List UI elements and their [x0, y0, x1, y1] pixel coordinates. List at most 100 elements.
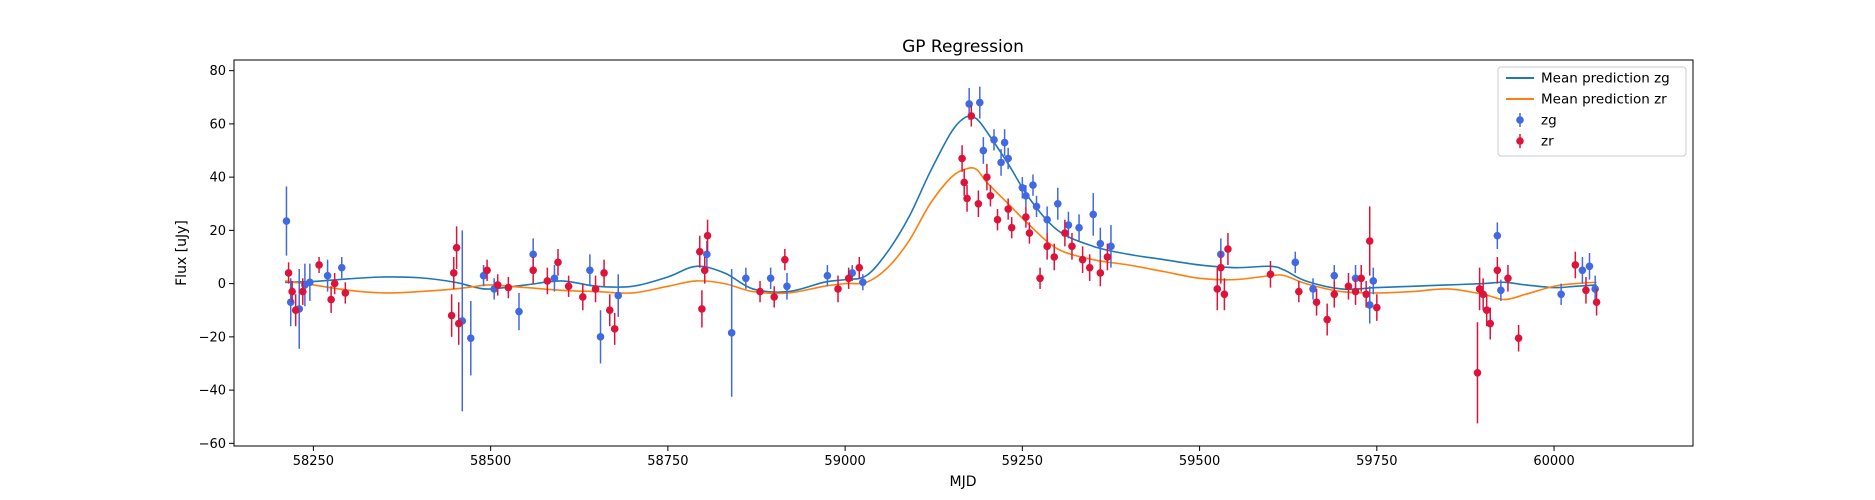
- x-tick-label-58750: 58750: [647, 454, 688, 469]
- legend-entry-0: Mean prediction zg: [1506, 71, 1670, 87]
- marker: [306, 278, 314, 287]
- marker: [1291, 258, 1300, 267]
- x-tick-label-58250: 58250: [293, 454, 334, 469]
- marker: [1036, 274, 1044, 283]
- marker: [1007, 223, 1016, 232]
- marker: [1018, 183, 1027, 192]
- marker: [1022, 191, 1030, 200]
- x-tick-label-60000: 60000: [1533, 454, 1574, 469]
- marker: [564, 282, 573, 291]
- data-point-zr-32: [844, 267, 853, 289]
- data-point-zg-14: [586, 254, 594, 287]
- data-point-zg-34: [1029, 174, 1037, 196]
- marker: [282, 217, 291, 225]
- marker: [986, 191, 995, 200]
- data-point-zr-21: [600, 259, 608, 287]
- data-point-zg-55: [1591, 275, 1599, 303]
- data-point-zr-66: [1357, 264, 1366, 292]
- legend-marker-swatch: [1516, 116, 1524, 124]
- marker: [1351, 287, 1360, 296]
- data-point-zr-31: [834, 275, 842, 303]
- data-point-zr-50: [1068, 233, 1076, 260]
- legend-entry-1: Mean prediction zr: [1506, 92, 1667, 108]
- data-point-zr-64: [1344, 272, 1353, 300]
- x-tick-label-59250: 59250: [1002, 454, 1043, 469]
- data-point-zr-14: [504, 276, 513, 299]
- axes: 58250 58500 58750 59000 59250 59500 59750 60000…: [199, 64, 1575, 469]
- marker: [1061, 229, 1069, 237]
- data-point-zr-40: [986, 185, 995, 207]
- data-point-zg-41: [1096, 227, 1105, 260]
- marker: [1357, 274, 1366, 283]
- y-tick-label--40: −40: [199, 384, 226, 399]
- marker: [781, 255, 789, 264]
- data-point-zr-34: [958, 145, 966, 172]
- data-point-zr-28: [756, 280, 764, 303]
- marker: [596, 333, 605, 341]
- data-point-zr-38: [974, 190, 983, 218]
- data-point-zg-19: [742, 267, 750, 289]
- data-point-zr-35: [960, 169, 969, 196]
- marker: [1217, 263, 1225, 272]
- data-point-zg-50: [1493, 222, 1502, 250]
- marker: [1365, 237, 1374, 245]
- data-point-zr-62: [1323, 303, 1331, 336]
- marker: [1514, 334, 1523, 342]
- marker: [504, 283, 513, 292]
- marker: [1482, 306, 1491, 315]
- data-point-zr-76: [1504, 264, 1512, 292]
- marker: [288, 287, 296, 296]
- marker: [1312, 298, 1321, 307]
- marker: [1493, 231, 1502, 240]
- data-point-zg-31: [1004, 147, 1012, 170]
- marker: [742, 274, 750, 283]
- marker: [600, 269, 608, 277]
- data-point-zr-53: [1096, 259, 1105, 287]
- chart-title: GP Regression: [902, 37, 1024, 57]
- marker: [1043, 215, 1051, 224]
- legend: Mean prediction zg Mean prediction zr zg zr: [1497, 66, 1687, 157]
- marker: [286, 298, 295, 307]
- data-point-zr-2: [291, 294, 300, 327]
- data-point-zr-48: [1050, 243, 1059, 271]
- x-axis-label: MJD: [950, 474, 977, 490]
- data-point-zr-43: [1007, 217, 1016, 239]
- data-point-zr-59: [1266, 260, 1275, 288]
- marker: [586, 266, 594, 275]
- data-point-zr-68: [1365, 206, 1374, 276]
- data-point-zg-39: [1075, 214, 1083, 242]
- marker: [1582, 286, 1590, 295]
- data-point-zg-30: [1000, 129, 1009, 156]
- data-point-zg-51: [1497, 279, 1505, 301]
- data-point-zg-21: [783, 272, 791, 300]
- marker: [1004, 154, 1012, 163]
- data-point-zr-60: [1295, 280, 1303, 303]
- marker: [529, 266, 537, 275]
- legend-label: zr: [1541, 134, 1554, 150]
- marker: [1089, 210, 1098, 219]
- series-line-zr: [284, 167, 1597, 301]
- marker: [605, 306, 614, 315]
- data-point-zr-12: [483, 259, 491, 281]
- marker: [990, 136, 998, 144]
- legend-label: zg: [1541, 113, 1557, 129]
- marker: [1344, 282, 1353, 291]
- marker: [1365, 301, 1374, 309]
- data-point-zr-74: [1486, 307, 1495, 340]
- y-axis-label: Flux [uJy]: [174, 220, 190, 286]
- data-point-zr-0: [284, 262, 293, 284]
- data-point-zr-63: [1330, 280, 1339, 308]
- marker: [695, 247, 704, 256]
- data-point-zr-22: [605, 294, 614, 327]
- marker: [466, 334, 475, 342]
- marker: [1075, 223, 1083, 232]
- data-point-zr-30: [781, 249, 789, 271]
- x-tick-label-58500: 58500: [470, 454, 511, 469]
- marker: [610, 325, 619, 333]
- data-point-zr-29: [770, 286, 779, 308]
- marker: [1591, 285, 1599, 293]
- marker: [834, 285, 842, 293]
- marker: [1085, 263, 1094, 272]
